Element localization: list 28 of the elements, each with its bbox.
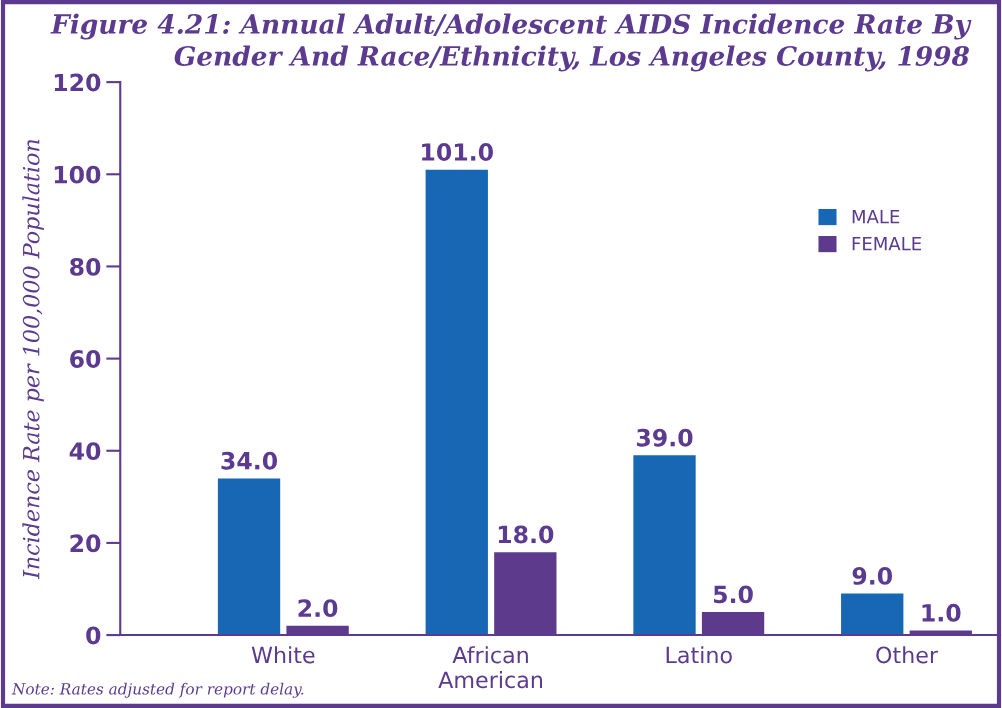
y-tick-label: 60 [70,350,101,368]
data-label: 9.0 [852,567,893,585]
x-tick-label: Other [876,646,939,664]
bar [841,593,904,636]
x-tick-label: African American [438,646,543,689]
y-tick-label: 100 [54,165,101,184]
x-tick-label: White [251,646,315,664]
y-tick-label: 120 [54,73,101,92]
y-tick-label: 0 [86,626,101,645]
data-label: 2.0 [298,599,338,618]
bar [425,169,488,636]
data-label: 34.0 [221,451,278,470]
legend-label: MALE [852,210,900,224]
data-label: 5.0 [713,585,753,604]
data-label: 18.0 [498,525,554,544]
bar [217,478,281,636]
y-tick-label: 80 [70,257,101,276]
y-axis-title: Incidence Rate per 100,000 Population [22,139,44,580]
chart-title: Figure 4.21: Annual Adult/Adolescent AIDS Incidence Rate By Gender And Race/Ethnicity, Los Angeles County, 1998 [50,13,972,72]
data-label: 39.0 [636,428,693,447]
bar [633,455,696,636]
text: Note: Rates adjusted for report delay. [11,682,304,698]
data-label: 101.0 [422,143,493,161]
y-tick-label: 20 [70,534,101,553]
legend-label: FEMALE [852,237,922,251]
y-tick-label: 40 [69,442,101,461]
x-tick-label: Latino [666,646,732,664]
data-label: 1.0 [922,603,961,622]
